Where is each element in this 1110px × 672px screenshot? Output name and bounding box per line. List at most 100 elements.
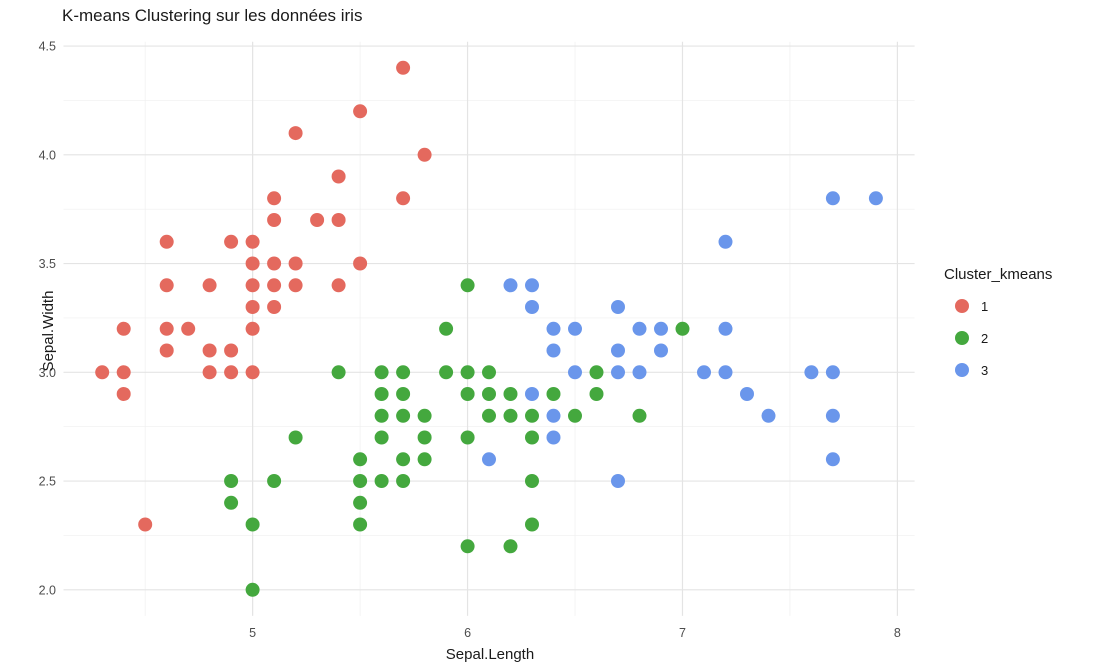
data-point-cluster-3 [503,278,518,293]
data-point-cluster-1 [202,278,217,293]
data-point-cluster-2 [482,408,496,423]
data-point-cluster-1 [245,234,260,249]
data-point-cluster-3 [825,365,840,380]
data-point-cluster-2 [288,430,303,445]
legend-title: Cluster_kmeans [944,266,1053,283]
x-tick-label: 5 [249,626,256,640]
data-point-cluster-2 [353,474,368,488]
data-point-cluster-2 [331,365,346,380]
data-point-cluster-1 [202,343,217,358]
data-point-cluster-2 [503,539,518,554]
data-point-cluster-2 [353,452,368,467]
data-point-cluster-3 [825,408,840,423]
data-point-cluster-1 [159,278,174,293]
data-point-cluster-2 [460,365,475,380]
data-point-cluster-3 [546,430,561,445]
x-tick-label: 6 [464,626,471,640]
data-point-cluster-2 [374,365,389,380]
y-tick-label: 2.5 [39,475,56,489]
data-point-cluster-3 [825,452,840,467]
data-point-cluster-2 [525,408,539,423]
data-point-cluster-2 [224,474,239,488]
data-point-cluster-2 [589,387,604,401]
data-point-cluster-1 [331,278,346,293]
data-point-cluster-1 [245,300,260,314]
data-point-cluster-2 [374,474,389,488]
data-point-cluster-3 [697,365,711,380]
data-point-cluster-1 [396,60,411,75]
data-point-cluster-3 [525,300,539,314]
data-point-cluster-2 [632,408,647,423]
data-point-cluster-3 [482,452,496,467]
data-point-cluster-3 [611,474,625,488]
data-point-cluster-2 [245,517,260,532]
data-point-cluster-2 [503,408,518,423]
data-point-cluster-1 [353,104,368,119]
data-point-cluster-2 [396,387,411,401]
data-point-cluster-2 [525,517,539,532]
data-point-cluster-3 [525,278,539,293]
data-point-cluster-2 [374,387,389,401]
data-point-cluster-1 [245,365,260,380]
legend-item-1: 1 [955,299,1052,314]
data-point-cluster-1 [138,517,153,532]
data-point-cluster-1 [288,126,303,141]
data-point-cluster-2 [460,539,475,554]
data-point-cluster-1 [116,321,131,336]
data-point-cluster-3 [611,365,625,380]
data-point-cluster-2 [546,387,561,401]
data-point-cluster-3 [546,408,561,423]
chart-title: K-means Clustering sur les données iris [62,6,363,25]
data-point-cluster-2 [245,582,260,597]
data-point-cluster-3 [740,387,754,401]
data-point-cluster-2 [396,408,411,423]
data-point-cluster-1 [396,191,411,206]
data-point-cluster-2 [482,387,496,401]
data-point-cluster-2 [482,365,496,380]
data-point-cluster-2 [460,387,475,401]
data-point-cluster-3 [718,234,733,249]
data-point-cluster-1 [159,234,174,249]
y-tick-label: 4.5 [39,40,56,54]
data-point-cluster-1 [245,256,260,271]
data-point-cluster-2 [374,430,389,445]
y-tick-label: 2.0 [39,583,56,597]
data-point-cluster-2 [439,365,454,380]
data-point-cluster-1 [331,169,346,184]
y-tick-label: 4.0 [39,148,56,162]
data-point-cluster-1 [331,213,346,227]
data-point-cluster-2 [417,430,432,445]
data-point-cluster-3 [868,191,883,206]
data-point-cluster-1 [245,278,260,293]
data-point-cluster-3 [804,365,819,380]
data-point-cluster-1 [245,321,260,336]
legend-swatch-icon [955,331,969,345]
data-point-cluster-3 [718,321,733,336]
data-point-cluster-1 [267,278,282,293]
data-point-cluster-3 [654,321,668,336]
data-point-cluster-2 [417,408,432,423]
data-point-cluster-2 [503,387,518,401]
data-point-cluster-1 [267,213,282,227]
legend-item-3: 3 [955,363,1052,378]
data-point-cluster-2 [568,408,582,423]
data-point-cluster-1 [202,365,217,380]
data-point-cluster-3 [611,343,625,358]
data-point-cluster-2 [525,474,539,488]
data-point-cluster-3 [761,408,776,423]
data-point-cluster-3 [546,321,561,336]
data-point-cluster-3 [654,343,668,358]
data-point-cluster-1 [159,343,174,358]
data-point-cluster-3 [546,343,561,358]
legend: Cluster_kmeans 1 2 3 [944,266,1052,395]
data-point-cluster-2 [374,408,389,423]
data-point-cluster-3 [718,365,733,380]
data-point-cluster-2 [224,495,239,510]
x-tick-label: 8 [894,626,901,640]
data-point-cluster-3 [632,365,647,380]
data-point-cluster-1 [288,278,303,293]
data-point-cluster-1 [159,321,174,336]
legend-items: 1 2 3 [944,299,1052,378]
data-point-cluster-3 [525,387,539,401]
